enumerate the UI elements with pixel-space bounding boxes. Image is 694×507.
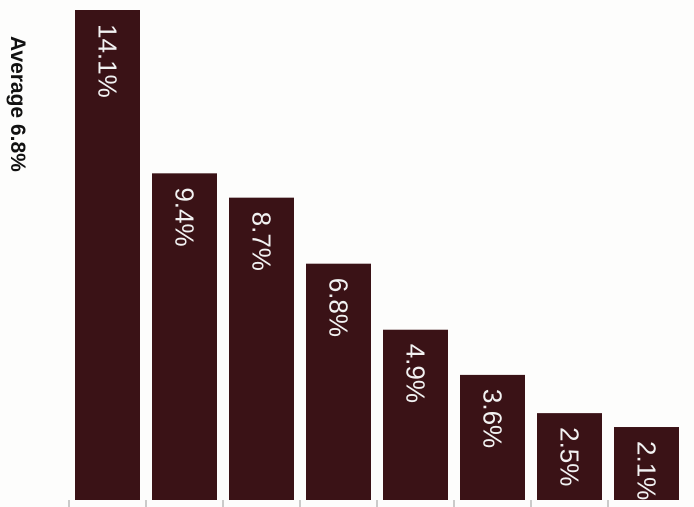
bar-value-label: 2.5% — [555, 427, 585, 486]
bar — [614, 427, 679, 500]
bar — [75, 10, 140, 500]
bar — [383, 329, 448, 500]
bar — [306, 263, 371, 500]
bar-value-label: 3.6% — [478, 389, 508, 448]
bar-value-label: 4.9% — [401, 344, 431, 403]
bar — [460, 374, 525, 500]
bar — [152, 173, 217, 501]
bar — [229, 197, 294, 500]
bar-value-label: 6.8% — [324, 278, 354, 337]
bar-value-label: 8.7% — [247, 212, 277, 271]
bar — [537, 413, 602, 500]
bar-value-label: 2.1% — [632, 441, 662, 500]
bar-value-label: 14.1% — [93, 24, 123, 98]
bar-value-label: 9.4% — [170, 187, 200, 246]
